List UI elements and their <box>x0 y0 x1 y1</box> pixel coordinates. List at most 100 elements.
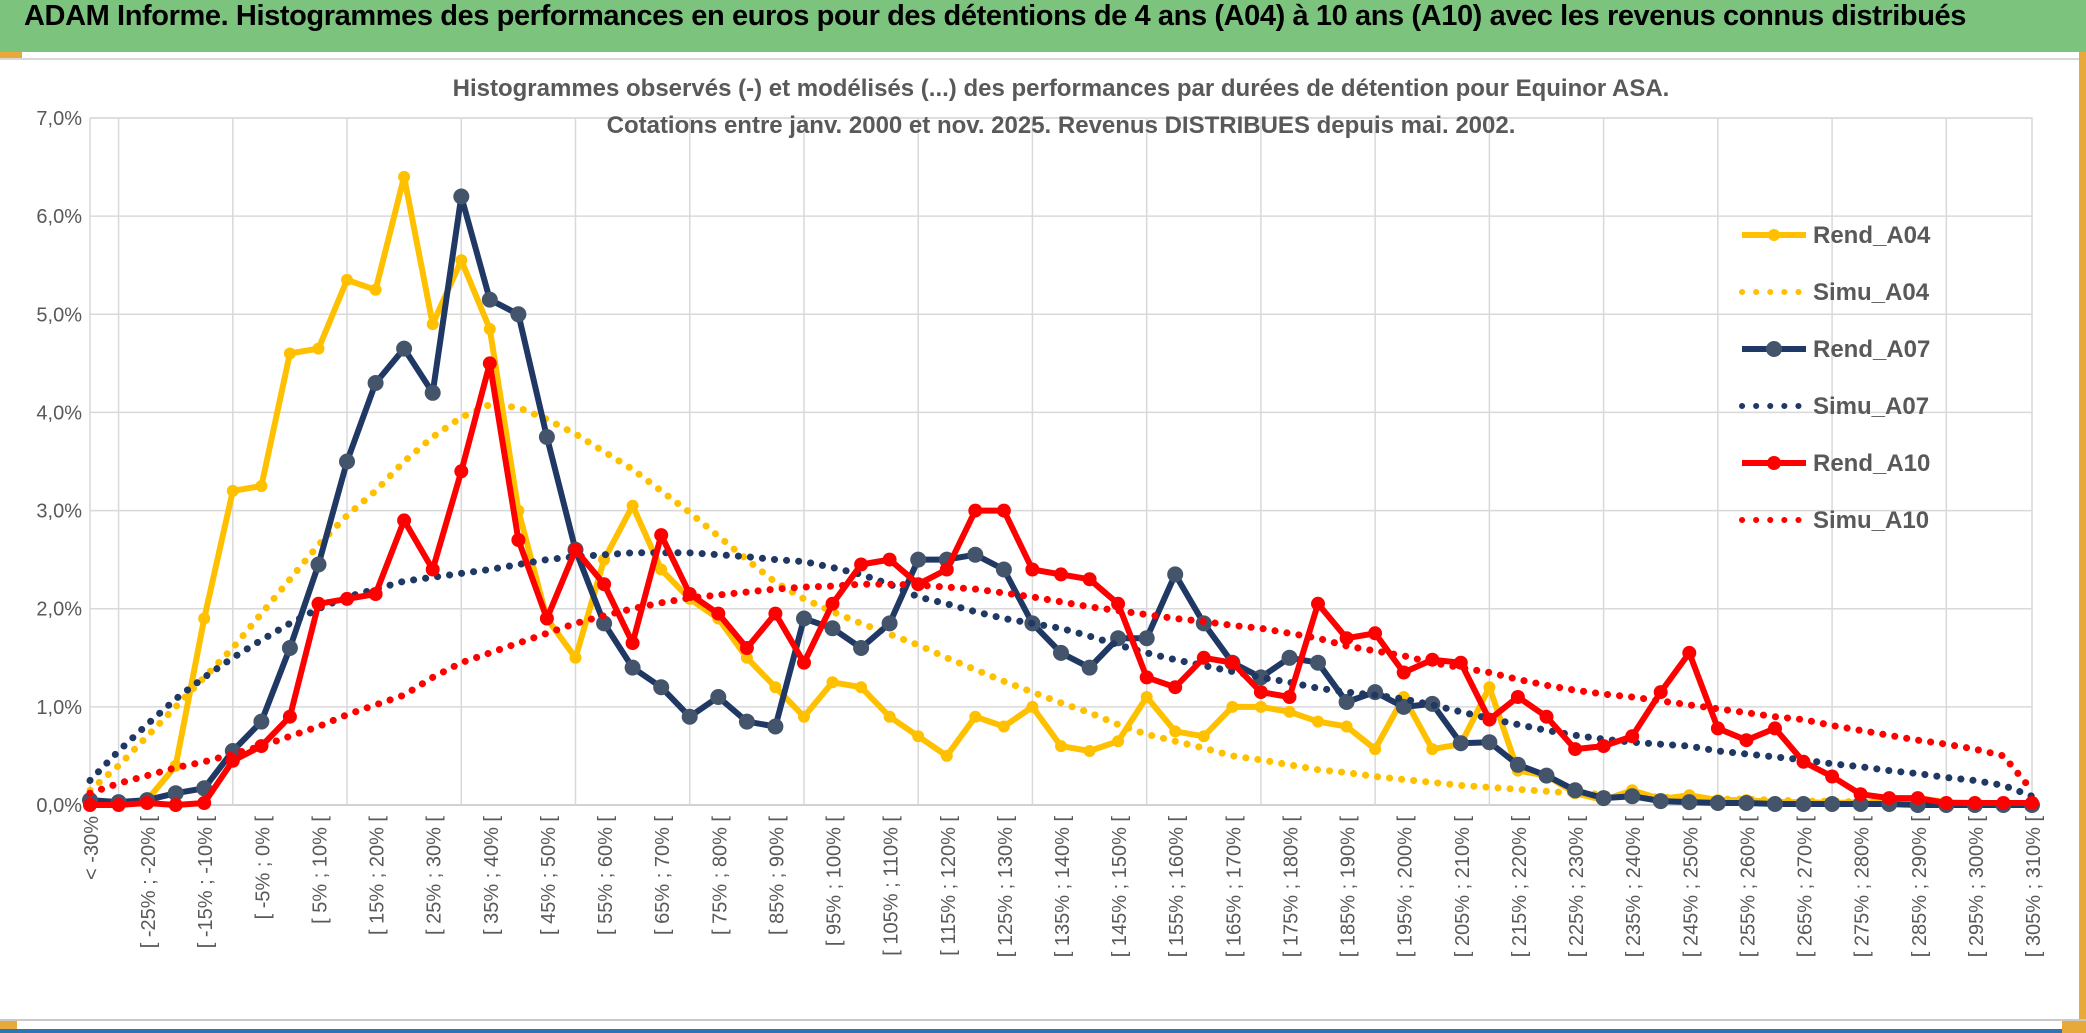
series-marker-Rend_A07 <box>310 556 327 573</box>
series-marker-Rend_A10 <box>1625 729 1640 744</box>
series-marker-Rend_A10 <box>454 464 469 479</box>
series-marker-Rend_A07 <box>967 546 984 563</box>
series-marker-Rend_A04 <box>255 480 268 492</box>
series-marker-Rend_A07 <box>453 188 470 205</box>
series-marker-Rend_A10 <box>1225 655 1240 670</box>
series-marker-Rend_A07 <box>1795 796 1812 812</box>
x-tick-label: [ 255% ; 260% [ <box>1737 816 1759 958</box>
header-gap-strip <box>0 52 2086 58</box>
series-marker-Rend_A10 <box>1853 787 1868 802</box>
x-tick-label: [ 45% ; 50% [ <box>538 816 560 935</box>
series-marker-Rend_A10 <box>197 796 212 810</box>
series-marker-Rend_A10 <box>83 798 97 812</box>
chart-title-line1: Histogrammes observés (-) et modélisés (… <box>452 75 1670 102</box>
plot-border <box>89 117 2033 806</box>
x-tick-label: [ 25% ; 30% [ <box>424 816 446 935</box>
series-marker-Rend_A04 <box>426 318 439 331</box>
series-marker-Rend_A04 <box>940 749 953 762</box>
series-marker-Rend_A04 <box>312 342 325 355</box>
series-marker-Rend_A07 <box>1595 790 1612 807</box>
series-marker-Rend_A10 <box>1054 567 1068 582</box>
series-line-Simu_A04 <box>86 401 2036 808</box>
series-marker-Rend_A10 <box>1082 572 1097 587</box>
series-marker-Rend_A07 <box>1738 795 1755 811</box>
series-marker-Rend_A10 <box>939 562 954 577</box>
series-marker-Rend_A07 <box>481 291 498 308</box>
legend-sample-marker <box>1768 229 1780 241</box>
series-marker-Rend_A04 <box>1254 700 1267 713</box>
series-marker-Rend_A10 <box>397 513 412 528</box>
series-marker-Rend_A10 <box>1710 721 1725 736</box>
series-marker-Rend_A10 <box>1825 769 1840 784</box>
series-marker-Rend_A07 <box>339 453 355 470</box>
series-marker-Rend_A10 <box>340 591 354 606</box>
series-marker-Rend_A10 <box>1025 562 1040 577</box>
series-marker-Rend_A04 <box>997 720 1010 733</box>
legend-item-Rend_A07: Rend_A07 <box>1742 336 1930 363</box>
series-marker-Rend_A04 <box>455 254 468 267</box>
legend-label: Rend_A04 <box>1813 222 1931 249</box>
series-marker-Rend_A07 <box>1538 767 1555 784</box>
series-marker-Rend_A10 <box>1139 670 1154 685</box>
series-marker-Rend_A07 <box>910 551 927 568</box>
series-marker-Rend_A10 <box>2025 796 2039 810</box>
series-marker-Rend_A04 <box>1197 730 1210 743</box>
series-marker-Rend_A10 <box>140 796 155 810</box>
blue-border-bottom <box>0 1029 2062 1033</box>
series-marker-Rend_A07 <box>1567 782 1584 799</box>
series-marker-Rend_A10 <box>1339 631 1354 646</box>
series-marker-Rend_A07 <box>1310 654 1326 671</box>
legend-label: Rend_A07 <box>1813 336 1930 363</box>
series-marker-Rend_A10 <box>168 798 183 812</box>
series-marker-Rend_A04 <box>226 484 239 497</box>
legend-item-Rend_A04: Rend_A04 <box>1742 222 1931 249</box>
page-title: ADAM Informe. Histogrammes des performan… <box>24 0 1966 32</box>
series-marker-Rend_A07 <box>853 640 870 656</box>
x-tick-label: [ 165% ; 170% [ <box>1223 816 1245 958</box>
series-marker-Rend_A04 <box>969 710 982 723</box>
series-marker-Rend_A04 <box>1340 720 1353 733</box>
x-tick-label: [ 115% ; 120% [ <box>938 816 960 956</box>
series-marker-Rend_A07 <box>596 615 613 632</box>
x-tick-label: [ 95% ; 100% [ <box>824 816 846 947</box>
x-tick-label: [ 205% ; 210% [ <box>1452 816 1474 958</box>
series-marker-Rend_A10 <box>1568 742 1583 757</box>
x-tick-label: [ 295% ; 300% [ <box>1966 816 1988 958</box>
series-marker-Rend_A10 <box>1653 685 1668 700</box>
series-marker-Rend_A10 <box>1939 796 1954 810</box>
legend-sample-marker <box>1767 456 1781 470</box>
series-marker-Rend_A07 <box>281 640 298 656</box>
series-marker-Rend_A10 <box>539 611 554 626</box>
x-tick-label: [ -25% ; -20% [ <box>138 816 160 949</box>
series-marker-Rend_A10 <box>768 606 783 621</box>
series-marker-Rend_A10 <box>597 577 612 592</box>
series-marker-Rend_A07 <box>1824 796 1841 812</box>
y-tick-label: 7,0% <box>36 108 82 130</box>
series-marker-Rend_A10 <box>1682 645 1697 660</box>
series-marker-Rend_A10 <box>711 606 726 621</box>
x-tick-label: [ 155% ; 160% [ <box>1166 816 1188 958</box>
series-marker-Rend_A10 <box>1910 791 1925 806</box>
series-marker-Rend_A04 <box>483 323 496 335</box>
series-marker-Rend_A07 <box>1395 698 1412 715</box>
legend-label: Rend_A10 <box>1813 450 1930 477</box>
series-marker-Rend_A10 <box>968 503 983 518</box>
series-marker-Rend_A07 <box>424 384 441 401</box>
x-tick-label: [ 225% ; 230% [ <box>1566 816 1588 958</box>
series-marker-Rend_A10 <box>654 528 669 543</box>
series-marker-Rend_A07 <box>796 610 812 627</box>
x-tick-label: [ 145% ; 150% [ <box>1109 816 1131 958</box>
series-marker-Rend_A07 <box>738 713 755 730</box>
series-marker-Rend_A07 <box>1167 566 1184 583</box>
series-marker-Rend_A04 <box>1112 735 1125 748</box>
series-marker-Rend_A07 <box>681 708 698 725</box>
series-marker-Rend_A04 <box>1026 700 1039 713</box>
legend-label: Simu_A07 <box>1813 393 1929 420</box>
y-tick-label: 0,0% <box>36 795 82 817</box>
gold-accent-top-left <box>0 51 22 58</box>
bottom-divider-line <box>0 1019 2086 1021</box>
series-marker-Rend_A04 <box>1283 705 1296 718</box>
series-marker-Rend_A07 <box>538 429 555 445</box>
x-tick-label: [ 175% ; 180% [ <box>1280 816 1302 958</box>
series-marker-Rend_A10 <box>854 557 869 572</box>
